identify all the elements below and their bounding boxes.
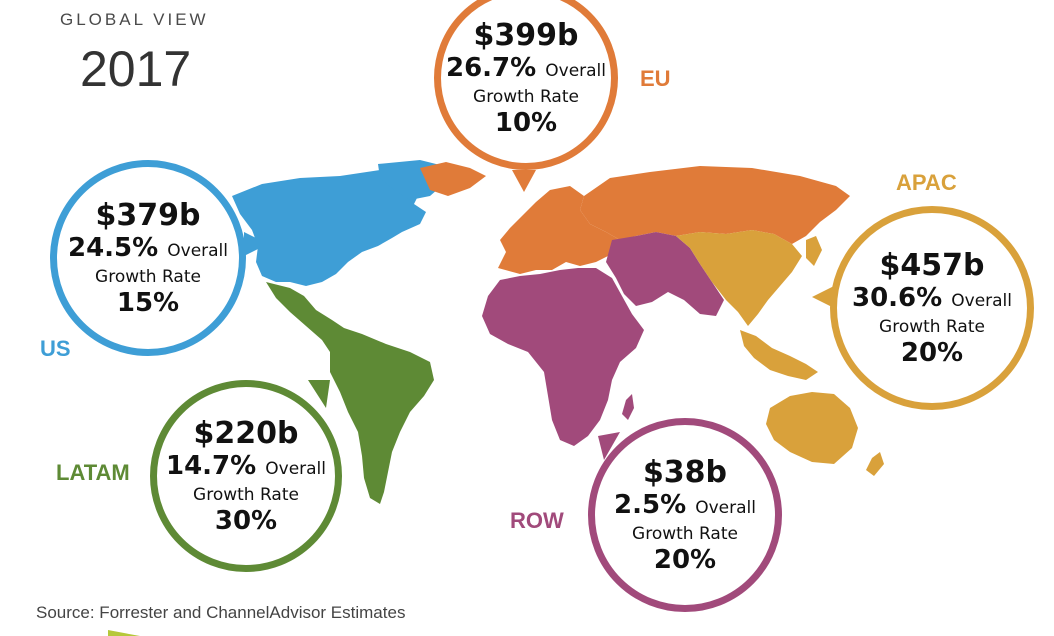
us-bubble: $379b 24.5% Overall Growth Rate 15%: [50, 160, 246, 356]
eu-growth-label: Growth Rate: [473, 86, 579, 107]
eu-share: 26.7%: [445, 52, 537, 83]
us-growth-label: Growth Rate: [95, 266, 201, 287]
row-share: 2.5%: [614, 489, 687, 520]
apac-growth-label: Growth Rate: [879, 316, 985, 337]
latam-value: $220b: [193, 415, 299, 451]
eu-overall-label: Overall: [545, 60, 607, 81]
us-value: $379b: [95, 197, 201, 233]
north-america-shape: [232, 168, 440, 286]
apac-value: $457b: [879, 247, 985, 283]
new-zealand-shape: [866, 452, 884, 476]
latam-overall-label: Overall: [265, 458, 327, 479]
row-growth-label: Growth Rate: [632, 523, 738, 544]
eu-growth-rate: 10%: [494, 107, 558, 138]
row-label: ROW: [510, 508, 564, 533]
us-share-line: 24.5% Overall: [68, 233, 228, 266]
eu-label: EU: [640, 66, 671, 91]
row-overall-label: Overall: [695, 497, 756, 518]
latam-label: LATAM: [56, 460, 130, 485]
latam-shape: [266, 282, 434, 504]
row-pointer: [598, 432, 620, 460]
madagascar-shape: [622, 394, 634, 420]
latam-share-line: 14.7% Overall: [166, 451, 326, 484]
latam-pointer: [308, 380, 330, 408]
us-growth-rate: 15%: [116, 287, 180, 318]
japan-shape: [806, 236, 822, 266]
global-view-kicker: GLOBAL VIEW: [60, 10, 209, 29]
apac-bubble: $457b 30.6% Overall Growth Rate 20%: [830, 206, 1034, 410]
latam-growth-label: Growth Rate: [193, 484, 299, 505]
row-share-line: 2.5% Overall: [614, 490, 756, 523]
decorative-mark: [108, 630, 140, 636]
north-asia-shape: [580, 166, 850, 244]
row-value: $38b: [642, 454, 728, 490]
us-label: US: [40, 336, 71, 361]
row-growth-rate: 20%: [653, 544, 717, 575]
africa-shape: [482, 268, 644, 446]
apac-overall-label: Overall: [951, 290, 1013, 311]
row-bubble: $38b 2.5% Overall Growth Rate 20%: [588, 418, 782, 612]
year-title: 2017: [80, 41, 192, 97]
apac-share: 30.6%: [851, 282, 943, 313]
latam-bubble: $220b 14.7% Overall Growth Rate 30%: [150, 380, 342, 572]
middle-east-shape: [606, 232, 724, 316]
apac-pointer: [812, 286, 834, 308]
china-shape: [676, 230, 802, 326]
iceland-shape: [420, 162, 486, 196]
eu-pointer: [512, 170, 536, 192]
latam-share: 14.7%: [165, 450, 257, 481]
apac-label: APAC: [896, 170, 957, 195]
se-asia-shape: [740, 330, 818, 380]
europe-shape: [498, 186, 620, 274]
apac-share-line: 30.6% Overall: [852, 283, 1012, 316]
eu-share-line: 26.7% Overall: [446, 53, 606, 86]
us-pointer: [244, 232, 268, 256]
apac-growth-rate: 20%: [900, 337, 964, 368]
eu-bubble: $399b 26.7% Overall Growth Rate 10%: [434, 0, 618, 170]
australia-shape: [766, 392, 858, 464]
source-note: Source: Forrester and ChannelAdvisor Est…: [36, 603, 406, 622]
eu-value: $399b: [473, 17, 579, 53]
latam-growth-rate: 30%: [214, 505, 278, 536]
us-overall-label: Overall: [167, 240, 229, 261]
us-share: 24.5%: [67, 232, 159, 263]
